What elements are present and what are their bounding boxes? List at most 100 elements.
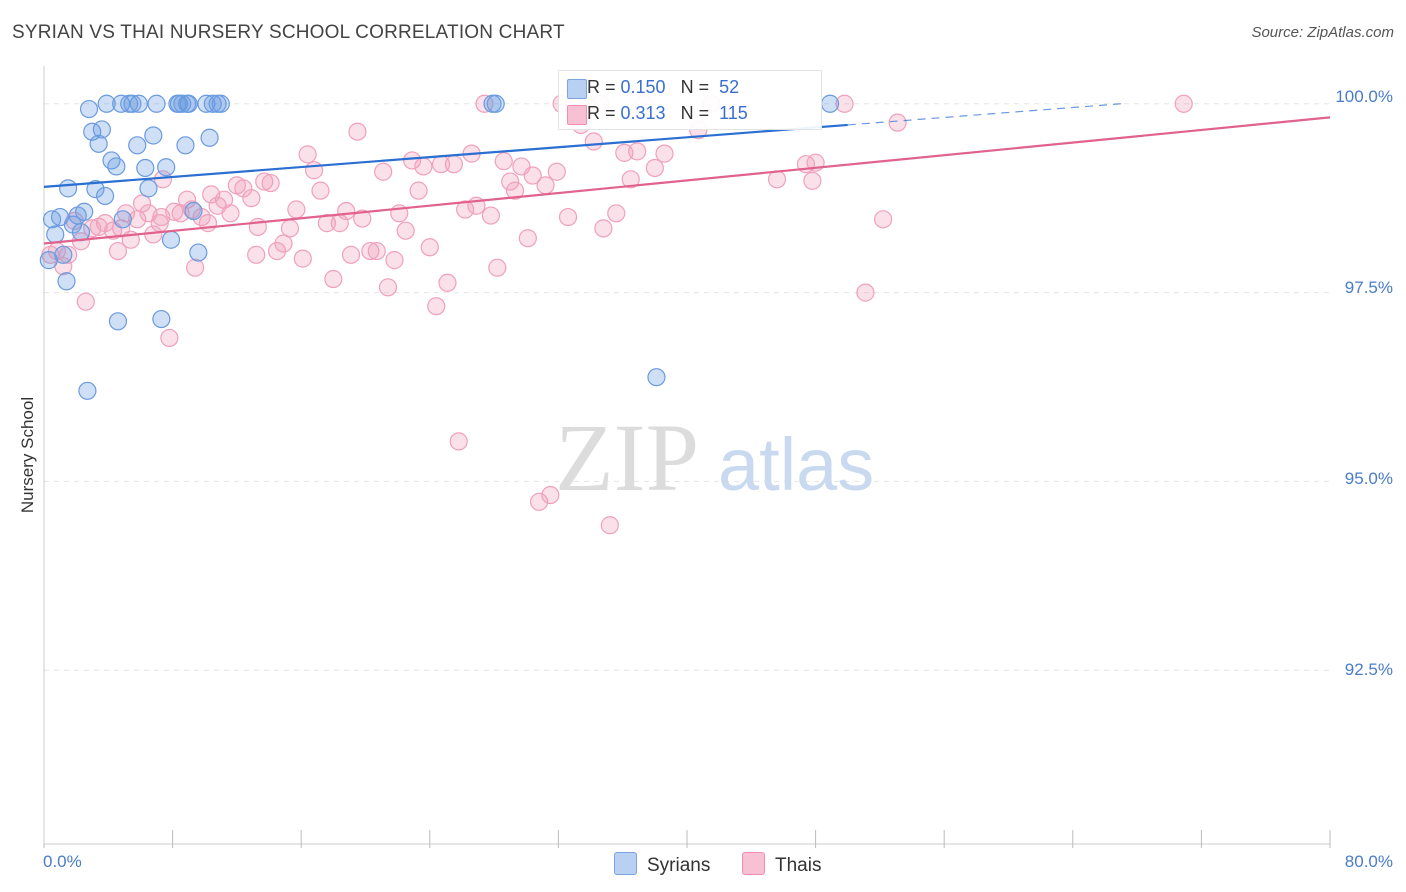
syrians-point xyxy=(139,179,158,198)
syrians-point xyxy=(152,309,171,329)
syrians-trend-extension xyxy=(847,103,1122,126)
thais-point xyxy=(594,219,613,238)
syrians-point xyxy=(129,94,148,113)
bottom-label-thais: Thais xyxy=(775,855,822,876)
thais-point xyxy=(621,170,640,189)
thais-point xyxy=(835,94,854,113)
thais-point xyxy=(287,200,306,219)
thais-point xyxy=(261,173,280,193)
thais-point xyxy=(420,238,439,257)
stats-legend: R = 0.150 N = 52 R = 0.313 N = 115 xyxy=(558,70,822,130)
syrians-point xyxy=(97,94,116,113)
thais-point xyxy=(108,241,128,261)
thais-point xyxy=(353,209,372,228)
syrians-point xyxy=(107,157,126,176)
thais-point xyxy=(247,245,266,264)
x-tick-label-0: 0.0% xyxy=(43,852,82,871)
legend-swatch-thais xyxy=(567,105,587,125)
thais-point xyxy=(221,204,240,223)
syrians-point xyxy=(147,94,166,113)
syrians-point xyxy=(486,94,505,113)
thais-point xyxy=(438,273,457,292)
bottom-legend-thais: Thais xyxy=(742,852,821,877)
thais-point xyxy=(414,157,433,176)
syrians-point xyxy=(820,94,840,113)
thais-point xyxy=(628,142,647,161)
thais-point xyxy=(403,151,422,170)
thais-point xyxy=(501,172,520,191)
thais-point xyxy=(324,269,343,289)
bottom-legend-syrians: Syrians xyxy=(614,852,710,877)
thais-point xyxy=(76,292,95,311)
thais-point xyxy=(645,158,664,178)
y-tick-label-92-5: 92.5% xyxy=(1344,660,1393,679)
thais-point xyxy=(547,162,566,181)
legend-row-thais: R = 0.313 N = 115 xyxy=(567,103,748,125)
thais-point xyxy=(518,229,537,248)
syrians-trend-line xyxy=(43,123,848,188)
chart-title: SYRIAN VS THAI NURSERY SCHOOL CORRELATIO… xyxy=(12,22,565,43)
syrians-point xyxy=(157,158,176,177)
thais-point xyxy=(267,241,287,261)
thais-point xyxy=(523,166,542,185)
thais-point xyxy=(488,258,507,277)
thais-point xyxy=(59,245,78,264)
syrians-point xyxy=(95,186,115,206)
thais-point xyxy=(361,241,380,261)
chart-source: Source: ZipAtlas.com xyxy=(1251,24,1394,41)
watermark: ZIP atlas xyxy=(555,404,874,511)
thais-point xyxy=(385,251,404,270)
thais-point xyxy=(160,328,179,348)
thais-point xyxy=(541,485,560,505)
legend-r-thais: 0.313 xyxy=(620,103,666,123)
thais-point xyxy=(242,189,261,208)
syrians-point xyxy=(161,230,181,249)
thais-point xyxy=(374,162,393,181)
trend-lines xyxy=(43,103,1331,245)
thais-point xyxy=(152,207,171,227)
thais-point xyxy=(530,492,549,511)
thais-point xyxy=(494,152,513,171)
syrians-points xyxy=(39,94,840,400)
syrians-point xyxy=(89,134,108,153)
thais-point xyxy=(803,171,822,190)
thais-point xyxy=(293,249,312,268)
thais-point xyxy=(856,283,875,302)
thais-point xyxy=(177,190,197,209)
thais-point xyxy=(186,258,205,277)
syrians-point xyxy=(647,368,666,387)
syrians-point xyxy=(108,312,128,331)
syrians-point xyxy=(123,94,142,113)
syrians-point xyxy=(128,136,147,155)
thais-point xyxy=(367,241,386,261)
syrians-point xyxy=(59,179,78,198)
thais-point xyxy=(767,170,787,189)
syrians-point xyxy=(184,201,203,221)
thais-point xyxy=(444,155,464,174)
syrians-point xyxy=(54,245,73,264)
thais-point xyxy=(600,516,619,535)
bottom-swatch-thais xyxy=(742,852,765,875)
thais-point xyxy=(280,219,300,238)
syrians-point xyxy=(92,120,111,139)
legend-swatch-syrians xyxy=(567,79,587,99)
thais-point xyxy=(536,176,555,195)
thais-point xyxy=(481,206,500,225)
thais-point xyxy=(255,172,274,191)
thais-point xyxy=(304,161,324,180)
thais-point xyxy=(584,132,603,151)
syrians-point xyxy=(102,151,121,170)
thais-point xyxy=(409,181,428,200)
thais-point xyxy=(337,201,356,221)
thais-point xyxy=(874,210,893,229)
syrians-point xyxy=(211,94,230,113)
y-tick-label-95: 95.0% xyxy=(1344,469,1393,488)
legend-row-syrians: R = 0.150 N = 52 xyxy=(567,77,739,99)
syrians-point xyxy=(189,243,208,262)
thais-point xyxy=(274,234,293,253)
thais-point xyxy=(449,432,468,451)
bottom-swatch-syrians xyxy=(614,852,637,875)
syrians-point xyxy=(75,202,94,221)
watermark-zip: ZIP xyxy=(555,404,699,511)
